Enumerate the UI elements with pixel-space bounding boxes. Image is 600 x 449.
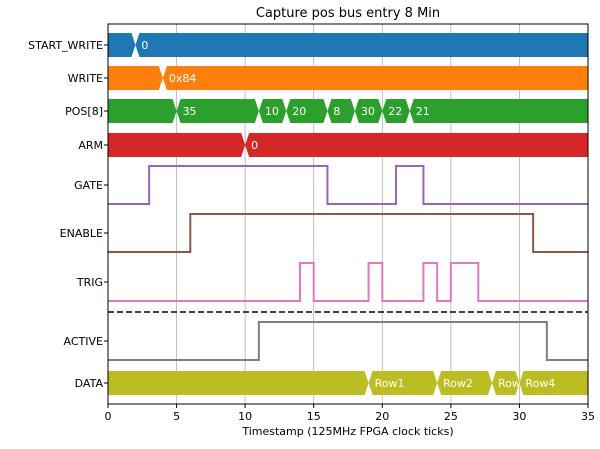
bus-segment — [354, 99, 383, 123]
bus-segment — [368, 371, 438, 395]
row-label: DATA — [75, 377, 104, 390]
bus-value-label: 22 — [388, 105, 402, 118]
bus-value-label: 30 — [361, 105, 375, 118]
bus-value-label: 21 — [416, 105, 430, 118]
x-tick-label: 15 — [307, 410, 321, 423]
bus-segment — [519, 371, 588, 395]
x-axis-label: Timestamp (125MHz FPGA clock ticks) — [241, 425, 453, 438]
bus-segment — [135, 33, 588, 57]
bus-segment — [108, 371, 369, 395]
signal-rows: START_WRITE 0 WRITE 0x84 POS[8] 35 10 20 8 30 22 21… — [28, 33, 588, 395]
row-label: ENABLE — [60, 227, 103, 240]
signal-row-arm: ARM 0 — [78, 133, 588, 157]
row-label: ARM — [78, 139, 103, 152]
bit-waveform — [108, 321, 588, 361]
bus-segment — [108, 66, 163, 90]
x-tick-label: 35 — [581, 410, 595, 423]
signal-row-gate: GATE — [74, 165, 588, 205]
bus-value-label: Row1 — [375, 377, 405, 390]
bus-value-label: 10 — [265, 105, 279, 118]
bus-value-label: Row4 — [525, 377, 555, 390]
x-tick-label: 0 — [105, 410, 112, 423]
signal-row-pos-8-: POS[8] 35 10 20 8 30 22 21 — [65, 99, 588, 123]
bus-value-label: 20 — [292, 105, 306, 118]
bus-segment — [108, 33, 136, 57]
x-tick-label: 5 — [173, 410, 180, 423]
bus-segment — [327, 99, 355, 123]
bus-segment — [108, 133, 246, 157]
bus-segment — [437, 371, 492, 395]
plot-border — [107, 23, 589, 405]
bit-waveform — [108, 165, 588, 205]
bus-segment — [409, 99, 588, 123]
signal-row-start-write: START_WRITE 0 — [28, 33, 588, 57]
bus-value-label: 0 — [141, 39, 148, 52]
row-label: START_WRITE — [28, 39, 103, 52]
row-label: GATE — [74, 179, 103, 192]
bus-value-label: 0 — [251, 139, 258, 152]
signal-row-trig: TRIG — [76, 262, 588, 302]
bus-value-label: Row2 — [443, 377, 473, 390]
x-tick-label: 30 — [512, 410, 526, 423]
signal-row-write: WRITE 0x84 — [68, 66, 588, 90]
bus-value-label: 0x84 — [169, 72, 197, 85]
signal-row-active: ACTIVE — [64, 321, 588, 361]
plot-frame — [104, 23, 589, 405]
bus-segment — [108, 99, 177, 123]
chart-title: Capture pos bus entry 8 Min — [256, 6, 440, 21]
bus-segment — [382, 99, 410, 123]
row-label: POS[8] — [65, 105, 103, 118]
bus-segment — [492, 371, 520, 395]
row-label: ACTIVE — [64, 335, 104, 348]
bus-segment — [258, 99, 287, 123]
x-axis-ticks: 0 5 10 15 20 25 30 35 — [105, 404, 595, 423]
row-label: WRITE — [68, 72, 103, 85]
bus-value-label: 35 — [183, 105, 197, 118]
bus-segment — [176, 99, 259, 123]
bus-segment — [245, 133, 588, 157]
signal-row-enable: ENABLE — [60, 213, 588, 253]
x-tick-label: 25 — [444, 410, 458, 423]
bus-segment — [286, 99, 328, 123]
x-tick-label: 10 — [238, 410, 252, 423]
row-label: TRIG — [76, 276, 103, 289]
x-tick-label: 20 — [375, 410, 389, 423]
bus-segment — [162, 66, 588, 90]
bit-waveform — [108, 262, 588, 302]
bit-waveform — [108, 213, 588, 253]
bus-value-label: 8 — [333, 105, 340, 118]
